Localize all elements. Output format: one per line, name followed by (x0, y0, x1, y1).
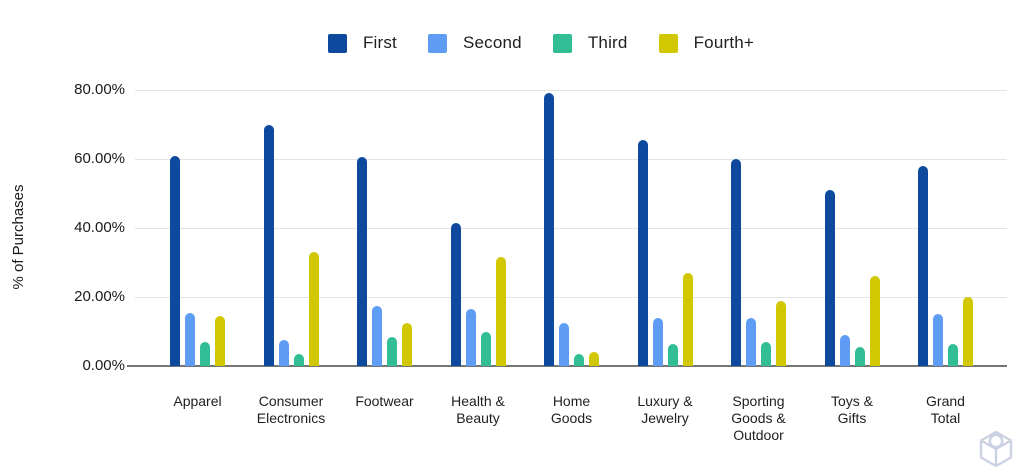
x-category-label: Consumer Electronics (256, 393, 326, 426)
legend-swatch (552, 33, 572, 53)
bar-second[interactable] (746, 317, 756, 366)
y-axis-title: % of Purchases (10, 184, 27, 290)
legend-swatch (658, 33, 678, 53)
gridline (135, 159, 1007, 160)
legend-item-fourthplus[interactable]: Fourth+ (658, 33, 755, 53)
bar-first[interactable] (824, 190, 835, 366)
bar-group (544, 93, 599, 366)
bar-first[interactable] (263, 124, 274, 366)
bar-third[interactable] (854, 347, 865, 366)
bar-fourthplus[interactable] (963, 297, 973, 366)
bar-first[interactable] (731, 159, 741, 366)
bar-second[interactable] (278, 340, 289, 366)
x-category-label: Luxury & Jewelry (637, 393, 693, 426)
bar-third[interactable] (574, 353, 584, 366)
x-category-label: Home Goods (550, 393, 593, 426)
bar-fourthplus[interactable] (682, 272, 693, 366)
bar-group (824, 190, 880, 366)
plot-area (127, 90, 1007, 367)
bar-fourthplus[interactable] (215, 316, 225, 366)
y-tick-label: 40.00% (74, 219, 125, 236)
legend-swatch (427, 33, 447, 53)
bar-fourthplus[interactable] (402, 322, 412, 366)
legend-item-first[interactable]: First (327, 33, 397, 53)
bar-group (731, 159, 786, 366)
bar-first[interactable] (637, 140, 648, 366)
bar-third[interactable] (200, 341, 210, 366)
bar-fourthplus[interactable] (308, 252, 319, 366)
bar-second[interactable] (933, 314, 943, 366)
bar-group (357, 157, 412, 366)
legend-label: Fourth+ (693, 33, 755, 52)
bar-group (263, 124, 319, 366)
bar-first[interactable] (450, 222, 461, 366)
bar-first[interactable] (918, 165, 928, 366)
bar-second[interactable] (839, 334, 850, 366)
legend: First Second Third Fourth+ (29, 33, 1024, 53)
bar-third[interactable] (761, 341, 771, 366)
legend-item-third[interactable]: Third (552, 33, 628, 53)
bar-second[interactable] (559, 322, 569, 366)
x-category-label: Footwear (355, 393, 414, 409)
bar-third[interactable] (480, 331, 491, 366)
bar-third[interactable] (293, 353, 304, 366)
bar-fourthplus[interactable] (589, 352, 599, 366)
bar-first[interactable] (357, 157, 367, 366)
bar-third[interactable] (387, 336, 397, 366)
y-tick-label: 80.00% (74, 81, 125, 98)
y-tick-label: 0.00% (82, 357, 125, 374)
bar-first[interactable] (544, 93, 554, 366)
x-category-label: Health & Beauty (451, 393, 505, 426)
bar-group (170, 155, 225, 366)
y-tick-label: 20.00% (74, 288, 125, 305)
bar-second[interactable] (652, 317, 663, 366)
legend-swatch (327, 33, 347, 53)
legend-label: Third (587, 33, 628, 52)
cube-watermark-icon (979, 430, 1013, 468)
bar-group (918, 165, 973, 366)
gridline (135, 90, 1007, 91)
bar-group (637, 140, 693, 366)
x-category-label: Grand Total (926, 393, 965, 426)
bar-group (450, 222, 506, 366)
legend-label: Second (462, 33, 522, 52)
bar-fourthplus[interactable] (495, 257, 506, 366)
x-category-label: Apparel (173, 393, 222, 409)
legend-label: First (362, 33, 397, 52)
x-axis-baseline (127, 365, 1007, 367)
bar-third[interactable] (667, 343, 678, 366)
gridline (135, 228, 1007, 229)
legend-item-second[interactable]: Second (427, 33, 522, 53)
gridline (135, 297, 1007, 298)
bar-fourthplus[interactable] (869, 276, 880, 366)
bar-fourthplus[interactable] (776, 300, 786, 366)
bar-second[interactable] (185, 312, 195, 366)
x-category-label: Sporting Goods & Outdoor (731, 393, 786, 443)
bar-second[interactable] (372, 305, 382, 366)
bar-third[interactable] (948, 343, 958, 366)
bar-second[interactable] (465, 309, 476, 366)
y-tick-label: 60.00% (74, 150, 125, 167)
x-category-label: Toys & Gifts (830, 393, 873, 426)
bar-first[interactable] (170, 155, 180, 366)
